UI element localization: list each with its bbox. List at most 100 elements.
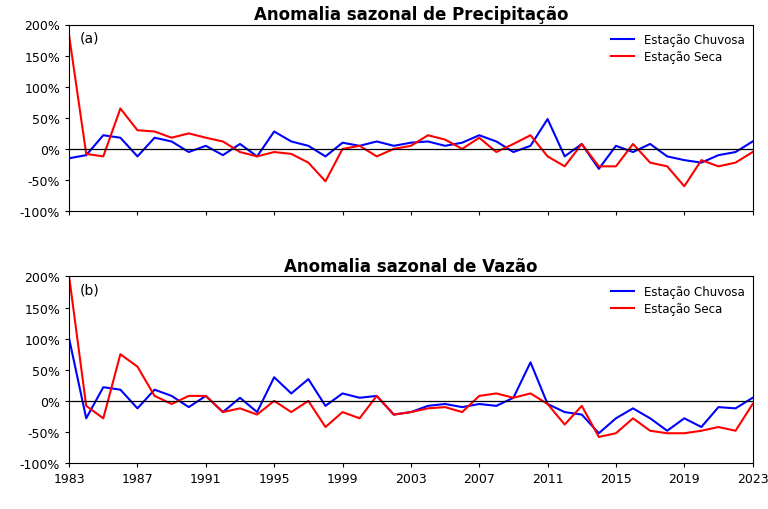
Estação Chuvosa [236, 395, 245, 401]
Estação Seca [167, 135, 177, 142]
Estação Chuvosa [338, 140, 347, 147]
Estação Seca [646, 428, 655, 434]
Line: Estação Seca: Estação Seca [69, 37, 753, 187]
Estação Chuvosa [458, 404, 467, 410]
Estação Chuvosa [81, 153, 91, 159]
Estação Seca [201, 135, 210, 142]
Estação Chuvosa [578, 142, 587, 148]
Estação Chuvosa [236, 142, 245, 148]
Estação Chuvosa [611, 415, 621, 421]
Estação Chuvosa [475, 401, 484, 407]
Estação Seca [286, 409, 296, 415]
Estação Chuvosa [423, 139, 432, 145]
Estação Seca [236, 150, 245, 156]
Estação Chuvosa [389, 412, 399, 418]
Estação Seca [65, 34, 74, 40]
Estação Seca [578, 142, 587, 148]
Estação Seca [116, 352, 125, 358]
Estação Seca [475, 393, 484, 399]
Estação Seca [167, 401, 177, 407]
Estação Chuvosa [423, 403, 432, 409]
Estação Seca [748, 401, 757, 407]
Estação Seca [543, 401, 552, 407]
Estação Chuvosa [697, 424, 706, 430]
Estação Chuvosa [714, 404, 723, 410]
Estação Seca [611, 164, 621, 170]
Estação Chuvosa [201, 144, 210, 150]
Estação Chuvosa [628, 406, 637, 412]
Estação Seca [116, 106, 125, 112]
Estação Chuvosa [406, 140, 415, 147]
Estação Seca [81, 403, 91, 409]
Estação Chuvosa [304, 376, 313, 382]
Estação Chuvosa [680, 415, 689, 421]
Estação Chuvosa [321, 154, 330, 160]
Estação Seca [526, 390, 535, 397]
Estação Seca [150, 129, 159, 135]
Estação Seca [389, 147, 399, 153]
Estação Chuvosa [646, 415, 655, 421]
Estação Chuvosa [253, 154, 262, 160]
Estação Seca [680, 184, 689, 190]
Estação Seca [218, 409, 227, 415]
Estação Chuvosa [321, 403, 330, 409]
Estação Chuvosa [594, 430, 604, 436]
Estação Chuvosa [355, 144, 364, 150]
Estação Chuvosa [611, 144, 621, 150]
Estação Chuvosa [218, 153, 227, 159]
Line: Estação Seca: Estação Seca [69, 277, 753, 437]
Estação Seca [441, 404, 450, 410]
Estação Chuvosa [338, 390, 347, 397]
Estação Seca [150, 393, 159, 399]
Estação Seca [731, 160, 740, 166]
Estação Seca [628, 415, 637, 421]
Estação Chuvosa [167, 139, 177, 145]
Estação Seca [663, 164, 672, 170]
Estação Seca [321, 424, 330, 430]
Estação Chuvosa [372, 393, 382, 399]
Estação Seca [578, 403, 587, 409]
Estação Seca [65, 274, 74, 280]
Estação Seca [218, 139, 227, 145]
Estação Chuvosa [731, 406, 740, 412]
Estação Seca [81, 152, 91, 158]
Estação Seca [697, 158, 706, 164]
Estação Seca [611, 430, 621, 436]
Estação Chuvosa [116, 387, 125, 393]
Estação Chuvosa [218, 409, 227, 415]
Estação Seca [594, 434, 604, 440]
Estação Seca [270, 398, 279, 404]
Estação Chuvosa [150, 387, 159, 393]
Estação Chuvosa [663, 154, 672, 160]
Estação Chuvosa [201, 393, 210, 399]
Estação Chuvosa [509, 395, 518, 401]
Estação Chuvosa [355, 395, 364, 401]
Estação Chuvosa [133, 406, 142, 412]
Estação Chuvosa [492, 403, 501, 409]
Estação Chuvosa [286, 390, 296, 397]
Estação Seca [133, 128, 142, 134]
Estação Chuvosa [372, 139, 382, 145]
Estação Seca [372, 154, 382, 160]
Line: Estação Chuvosa: Estação Chuvosa [69, 339, 753, 433]
Estação Chuvosa [406, 409, 415, 415]
Title: Anomalia sazonal de Precipitação: Anomalia sazonal de Precipitação [253, 6, 568, 24]
Estação Chuvosa [167, 393, 177, 399]
Estação Chuvosa [748, 139, 757, 145]
Estação Seca [594, 164, 604, 170]
Estação Chuvosa [663, 428, 672, 434]
Estação Seca [99, 415, 108, 421]
Estação Seca [560, 421, 569, 428]
Estação Seca [201, 393, 210, 399]
Estação Chuvosa [441, 144, 450, 150]
Estação Chuvosa [697, 160, 706, 166]
Estação Chuvosa [81, 415, 91, 421]
Estação Chuvosa [543, 401, 552, 407]
Estação Seca [714, 424, 723, 430]
Legend: Estação Chuvosa, Estação Seca: Estação Chuvosa, Estação Seca [606, 29, 749, 69]
Estação Seca [406, 144, 415, 150]
Estação Seca [628, 142, 637, 148]
Title: Anomalia sazonal de Vazão: Anomalia sazonal de Vazão [284, 258, 538, 275]
Estação Chuvosa [578, 412, 587, 418]
Estação Chuvosa [492, 139, 501, 145]
